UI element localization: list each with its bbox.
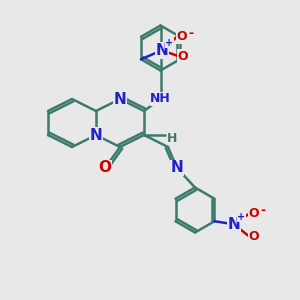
Text: +: + — [166, 38, 174, 48]
Text: H: H — [167, 131, 178, 145]
Text: O: O — [248, 230, 259, 243]
Text: NH: NH — [150, 92, 171, 106]
Text: O: O — [248, 207, 259, 220]
Text: N: N — [228, 217, 240, 232]
Text: +: + — [237, 212, 245, 222]
Text: O: O — [98, 160, 112, 175]
Text: N: N — [156, 43, 168, 58]
Text: -: - — [188, 27, 193, 40]
Text: N: N — [114, 92, 126, 106]
Text: O: O — [178, 50, 188, 63]
Text: N: N — [171, 160, 183, 175]
Text: -: - — [260, 204, 265, 217]
Text: N: N — [90, 128, 102, 142]
Text: O: O — [176, 30, 187, 43]
